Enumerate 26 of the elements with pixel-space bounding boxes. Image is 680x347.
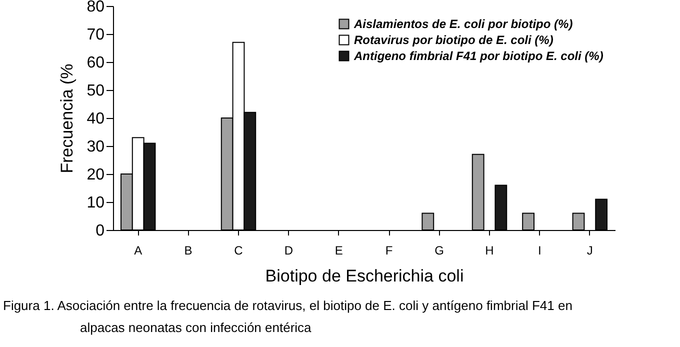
- x-tick-label: C: [234, 244, 244, 258]
- x-tick-label: G: [434, 244, 444, 258]
- y-tick-label: 80: [86, 0, 105, 16]
- x-tick-label: J: [586, 244, 593, 258]
- x-tick-label: F: [385, 244, 393, 258]
- x-tick-label: I: [538, 244, 542, 258]
- text: alpacas neonatas con infección entérica: [80, 320, 312, 335]
- x-tick-label: B: [184, 244, 192, 258]
- legend-label: Aislamientos de E. coli por biotipo (%): [353, 17, 573, 31]
- x-tick-label: H: [485, 244, 494, 258]
- y-tick-label: 10: [86, 194, 105, 212]
- legend-label: Antigeno fimbrial F41 por biotipo E. coli (%): [353, 49, 604, 63]
- x-tick-label: A: [134, 244, 142, 258]
- y-tick-label: 50: [86, 82, 105, 100]
- y-tick-label: 20: [86, 166, 105, 184]
- x-tick-label: D: [284, 244, 294, 258]
- y-tick-label: 0: [96, 222, 105, 240]
- y-axis-title: Frecuencia (%: [58, 64, 77, 174]
- legend-label: Rotavirus por biotipo de E. coli (%): [354, 33, 554, 47]
- y-tick-label: 40: [86, 110, 105, 128]
- x-axis-title: Biotipo de Escherichia coli: [265, 266, 464, 286]
- text: Figura 1. Asociación entre la frecuencia de rotavirus, el biotipo de E. coli y antígeno fimbrial F41 en: [3, 298, 572, 313]
- y-tick-label: 30: [86, 138, 105, 156]
- x-tick-label: E: [334, 244, 343, 258]
- y-tick-label: 70: [86, 26, 105, 44]
- y-tick-label: 60: [86, 54, 105, 72]
